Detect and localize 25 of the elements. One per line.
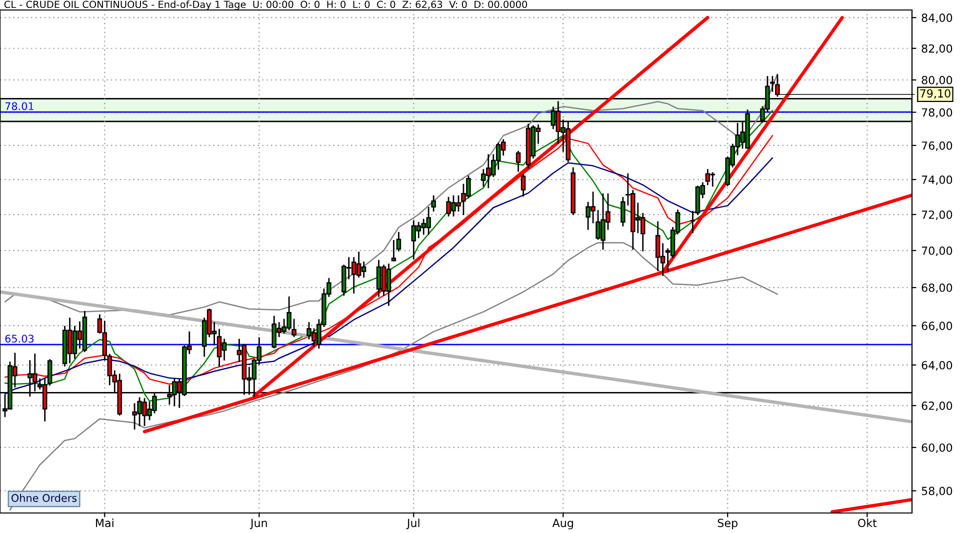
x-tick-label: Sep bbox=[718, 518, 738, 530]
x-tick-label: Aug bbox=[552, 518, 573, 530]
y-tick-label: 68,00 bbox=[922, 284, 952, 294]
y-tick-label: 76,00 bbox=[922, 141, 952, 151]
y-tick-label: 80,00 bbox=[922, 76, 952, 86]
x-tick-label: Jul bbox=[406, 518, 420, 530]
y-tick-label: 74,00 bbox=[922, 176, 952, 186]
y-tick-label: 64,00 bbox=[922, 360, 952, 371]
y-tick-label: 70,00 bbox=[922, 246, 952, 256]
x-tick-label: Jun bbox=[250, 518, 267, 530]
y-tick-label: 62,00 bbox=[922, 402, 952, 412]
x-tick-label: Okt bbox=[858, 518, 877, 528]
y-tick-label: 84,00 bbox=[922, 14, 952, 24]
y-tick-label: 66,00 bbox=[922, 322, 952, 332]
ref-line-label: 78.01 bbox=[5, 102, 34, 110]
x-tick-label: Mai bbox=[96, 518, 114, 528]
y-tick-label: 82,00 bbox=[922, 44, 952, 54]
ref-line-label: 65.03 bbox=[5, 334, 34, 343]
y-tick-label: 60,00 bbox=[922, 443, 952, 453]
y-tick-label: 58,00 bbox=[922, 486, 952, 496]
annotation: Ohne Orders bbox=[12, 494, 77, 502]
y-tick-label: 78,00 bbox=[922, 108, 952, 118]
chart-title: CL - CRUDE OIL CONTINUOUS - End-of-Day 1 Tage U: 00:00 O: 0 H: 0 L: 0 C: 0 Z: 62,63 V: 0 D: 00.0000 bbox=[4, 0, 528, 10]
annotation: 79,10 bbox=[920, 89, 950, 99]
y-tick-label: 72,00 bbox=[922, 210, 952, 220]
